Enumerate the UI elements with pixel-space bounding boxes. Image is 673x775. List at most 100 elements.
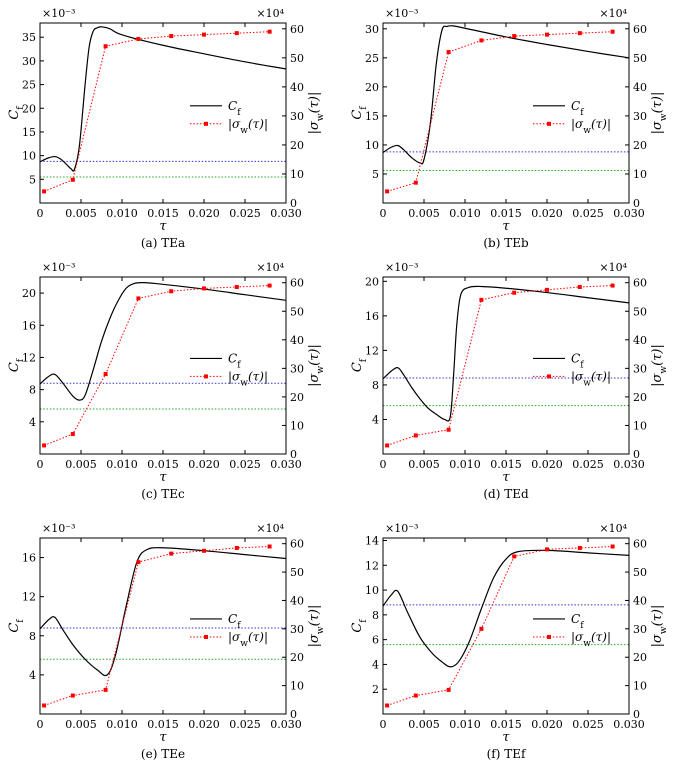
y-right-tick-label: 50 <box>633 566 647 579</box>
plot-frame <box>39 276 287 455</box>
sigma-data-point-4 <box>512 290 517 295</box>
legend-sigma-label: |σw(τ)| <box>228 369 268 388</box>
y-left-tick-label: 6 <box>372 634 379 647</box>
legend-cf-label: Cf <box>571 99 584 118</box>
legend-sigma-label: |σw(τ)| <box>228 630 268 649</box>
sigma-data-point-3 <box>479 626 484 631</box>
y-right-tick-label: 30 <box>290 362 304 375</box>
y-left-tick-label: 20 <box>22 287 36 300</box>
y-right-tick-label: 0 <box>633 448 640 461</box>
x-tick-label: 0.015 <box>147 718 179 731</box>
legend-cf-label: Cf <box>228 612 241 631</box>
x-tick-label: 0 <box>37 458 44 471</box>
sigma-data-point-3 <box>479 297 484 302</box>
plot-frame <box>39 537 287 715</box>
y-right-tick-label: 60 <box>633 23 647 36</box>
x-tick-label: 0.030 <box>270 458 302 471</box>
sigma-data-point-4 <box>169 551 174 556</box>
panel-caption: (c) TEc <box>141 487 185 501</box>
y-left-tick-label: 12 <box>365 344 379 357</box>
x-axis-label: τ <box>502 470 510 485</box>
panel-caption: (e) TEe <box>141 747 185 761</box>
panel-caption: (a) TEa <box>141 236 185 250</box>
y-left-tick-label: 4 <box>372 658 379 671</box>
y-right-tick-label: 60 <box>290 23 304 36</box>
y-left-tick-label: 15 <box>22 126 36 139</box>
y-left-tick-label: 10 <box>365 139 379 152</box>
sigma-data-point-0 <box>42 703 47 708</box>
sigma-data-point-0 <box>385 189 390 194</box>
sigma-data-point-1 <box>413 693 418 698</box>
sigma-data-point-2 <box>103 687 108 692</box>
sigma-data-point-7 <box>610 544 615 549</box>
sigma-data-point-5 <box>545 32 549 37</box>
y-left-tick-label: 20 <box>365 81 379 94</box>
y-left-tick-label: 12 <box>365 559 379 572</box>
y-right-tick-label: 60 <box>633 277 647 290</box>
y-left-tick-label: 8 <box>372 379 379 392</box>
y-right-tick-label: 20 <box>633 651 647 664</box>
sigma-series-line <box>386 546 613 706</box>
sigma-series-line <box>386 285 613 446</box>
y-left-tick-label: 10 <box>365 584 379 597</box>
sigma-data-point-4 <box>512 554 517 559</box>
y-right-tick-label: 50 <box>633 305 647 318</box>
x-tick-label: 0.025 <box>572 458 604 471</box>
y-right-tick-label: 0 <box>290 708 297 721</box>
sigma-data-point-5 <box>202 548 206 553</box>
y-right-tick-label: 30 <box>633 362 647 375</box>
sigma-data-point-2 <box>103 372 108 377</box>
x-tick-label: 0.025 <box>572 718 604 731</box>
sigma-data-point-3 <box>479 38 484 43</box>
y-left-tick-label: 20 <box>365 275 379 288</box>
x-tick-label: 0.010 <box>106 718 138 731</box>
sigma-data-point-0 <box>385 443 390 448</box>
left-axis-multiplier: ×10⁻³ <box>385 522 418 535</box>
right-axis-multiplier: ×10⁴ <box>256 522 284 535</box>
cf-series-line <box>383 549 629 668</box>
y-right-tick-label: 10 <box>290 168 304 181</box>
y-right-axis-label: |σw(τ)| <box>307 344 326 387</box>
sigma-data-point-2 <box>446 50 451 55</box>
y-right-tick-label: 20 <box>633 139 647 152</box>
sigma-data-point-0 <box>42 189 47 194</box>
right-axis-multiplier: ×10⁴ <box>599 7 627 20</box>
sigma-data-point-3 <box>136 560 141 565</box>
legend-sigma-label: |σw(τ)| <box>228 117 268 136</box>
x-tick-label: 0.005 <box>65 458 97 471</box>
sigma-data-point-1 <box>413 180 418 185</box>
y-left-tick-label: 30 <box>365 23 379 36</box>
sigma-data-point-5 <box>545 547 549 552</box>
y-left-tick-label: 12 <box>22 351 36 364</box>
x-tick-label: 0 <box>380 718 387 731</box>
sigma-data-point-6 <box>577 545 582 550</box>
y-left-tick-label: 35 <box>22 31 36 44</box>
sigma-data-point-6 <box>234 545 239 550</box>
x-tick-label: 0.025 <box>229 458 261 471</box>
y-left-axis-label: Cf <box>350 619 369 633</box>
y-left-tick-label: 10 <box>22 150 36 163</box>
sigma-series-line <box>43 546 270 706</box>
y-right-tick-label: 40 <box>290 81 304 94</box>
left-axis-multiplier: ×10⁻³ <box>385 261 418 274</box>
right-axis-multiplier: ×10⁴ <box>256 261 284 274</box>
legend-sigma-marker <box>547 121 551 126</box>
x-tick-label: 0.005 <box>65 207 97 220</box>
y-right-axis-label: |σw(τ)| <box>650 605 669 648</box>
right-axis-multiplier: ×10⁴ <box>256 7 284 20</box>
y-left-tick-label: 4 <box>372 413 379 426</box>
left-axis-multiplier: ×10⁻³ <box>385 7 418 20</box>
y-right-tick-label: 10 <box>290 680 304 693</box>
x-tick-label: 0.030 <box>613 718 645 731</box>
x-tick-label: 0 <box>37 207 44 220</box>
x-tick-label: 0.005 <box>408 207 440 220</box>
x-tick-label: 0.015 <box>490 458 522 471</box>
sigma-data-point-1 <box>413 433 418 438</box>
left-axis-multiplier: ×10⁻³ <box>42 522 75 535</box>
x-tick-label: 0.015 <box>490 207 522 220</box>
y-right-tick-label: 30 <box>633 110 647 123</box>
chart-panel-4: 0 0.005 0.010 0.015 0.020 0.025 0.030 4 8 12 16 0 10… <box>7 522 326 761</box>
x-tick-label: 0.015 <box>147 458 179 471</box>
y-right-tick-label: 50 <box>290 566 304 579</box>
